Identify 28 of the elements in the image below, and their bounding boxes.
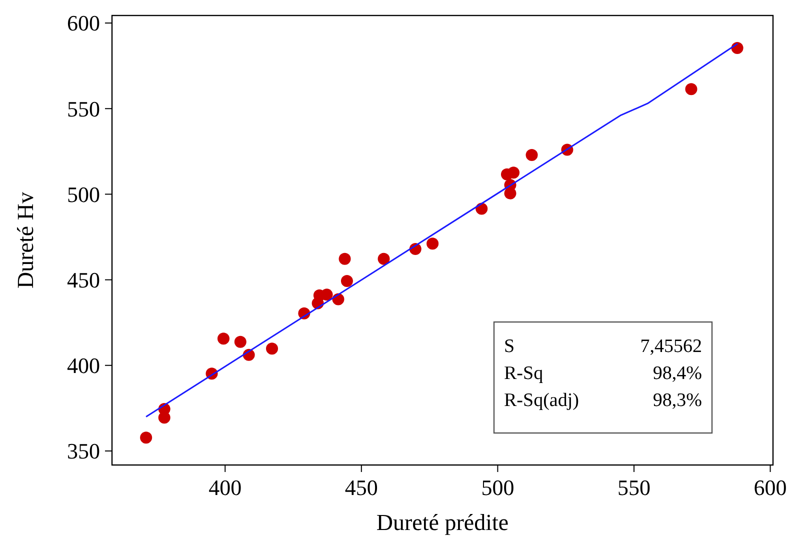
x-tick-label: 600	[754, 475, 787, 500]
point	[508, 166, 520, 179]
x-tick-label: 550	[617, 475, 650, 500]
point	[685, 83, 698, 96]
x-tick-label: 450	[344, 475, 378, 500]
y-tick-label: 550	[67, 96, 100, 122]
x-axis-title: Dureté prédite	[376, 510, 509, 535]
x-tick-label: 500	[481, 475, 514, 500]
point	[217, 332, 230, 345]
text: R-Sq 98,4%	[504, 363, 702, 384]
point	[338, 252, 351, 265]
point	[526, 149, 538, 162]
text: R-Sq(adj) 98,3%	[504, 390, 702, 411]
y-tick-label: 400	[67, 353, 100, 378]
y-tick-label: 450	[67, 267, 100, 292]
y-tick-label: 500	[67, 182, 100, 207]
point	[266, 342, 278, 355]
point	[426, 238, 439, 250]
point	[340, 274, 353, 287]
y-tick-label: 350	[67, 438, 100, 464]
x-tick-label: 400	[208, 475, 242, 500]
y-axis-title: Dureté Hv	[13, 192, 38, 288]
point	[158, 412, 170, 424]
point	[140, 432, 152, 444]
y-tick-label: 600	[67, 10, 100, 36]
point	[378, 252, 390, 265]
point	[234, 336, 246, 348]
text: S 7,45562	[504, 336, 702, 357]
